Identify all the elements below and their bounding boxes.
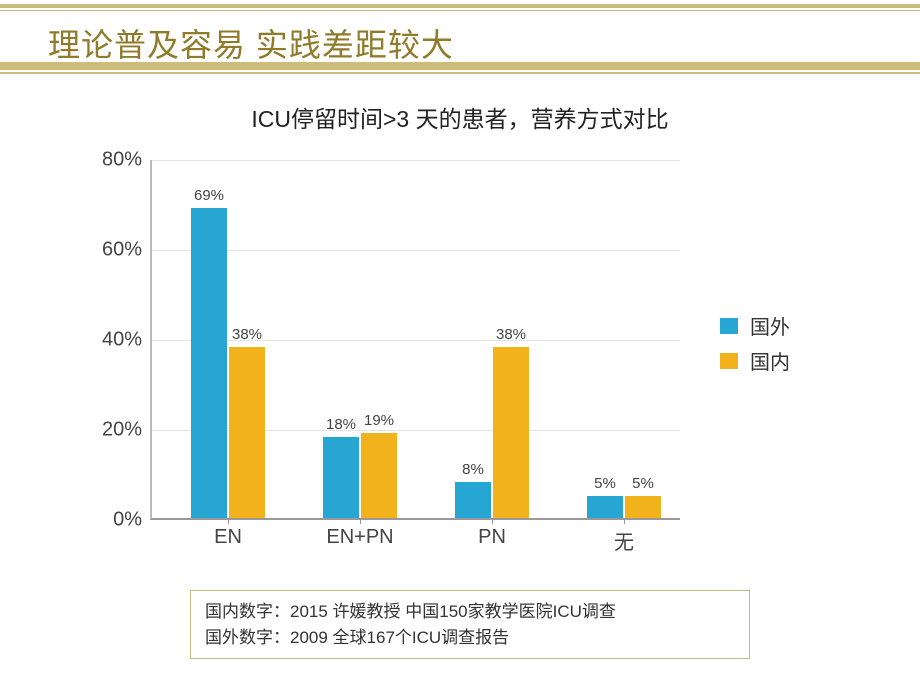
legend: 国外 国内 xyxy=(720,305,790,381)
legend-item-domestic: 国内 xyxy=(720,346,790,375)
legend-item-foreign: 国外 xyxy=(720,311,790,340)
x-tick xyxy=(624,518,625,524)
header-rule-thick xyxy=(0,62,920,70)
y-tick-label: 60% xyxy=(102,239,142,262)
x-tick-label: 无 xyxy=(614,526,634,555)
y-tick-label: 0% xyxy=(113,509,142,532)
gridline xyxy=(152,250,680,251)
y-tick-label: 40% xyxy=(102,329,142,352)
slide: 理论普及容易 实践差距较大 ICU停留时间>3 天的患者，营养方式对比 0% 20… xyxy=(0,0,920,690)
legend-label-foreign: 国外 xyxy=(750,311,790,340)
bar-value-label: 5% xyxy=(632,475,654,492)
bar: 18% xyxy=(323,437,359,518)
x-tick xyxy=(228,518,229,524)
bar: 5% xyxy=(587,496,623,519)
legend-swatch-foreign xyxy=(720,318,738,334)
bar: 5% xyxy=(625,496,661,519)
x-tick xyxy=(492,518,493,524)
bar-value-label: 38% xyxy=(496,326,526,343)
x-tick-label: EN+PN xyxy=(326,526,393,549)
x-tick-label: PN xyxy=(478,526,506,549)
source-line-2: 国外数字：2009 全球167个ICU调查报告 xyxy=(205,625,735,651)
bar: 69% xyxy=(191,208,227,519)
header-rule-top xyxy=(0,4,920,8)
plot-area: 0%20%40%60%80%EN69%38%EN+PN18%19%PN8%38%… xyxy=(150,160,680,520)
bar: 19% xyxy=(361,433,397,519)
bar-value-label: 18% xyxy=(326,416,356,433)
y-tick-label: 80% xyxy=(102,149,142,172)
bar-value-label: 38% xyxy=(232,326,262,343)
chart-title: ICU停留时间>3 天的患者，营养方式对比 xyxy=(0,100,920,134)
bar-value-label: 8% xyxy=(462,461,484,478)
header-rule-thin xyxy=(0,10,920,11)
bar-value-label: 5% xyxy=(594,475,616,492)
bar-value-label: 69% xyxy=(194,187,224,204)
header-rule-bottom xyxy=(0,72,920,74)
bar: 38% xyxy=(493,347,529,518)
bar-chart: 0%20%40%60%80%EN69%38%EN+PN18%19%PN8%38%… xyxy=(80,150,840,570)
source-line-1: 国内数字：2015 许媛教授 中国150家教学医院ICU调查 xyxy=(205,599,735,625)
x-tick-label: EN xyxy=(214,526,242,549)
gridline xyxy=(152,160,680,161)
legend-swatch-domestic xyxy=(720,353,738,369)
source-box: 国内数字：2015 许媛教授 中国150家教学医院ICU调查 国外数字：2009… xyxy=(190,590,750,659)
x-tick xyxy=(360,518,361,524)
bar-value-label: 19% xyxy=(364,412,394,429)
bar: 38% xyxy=(229,347,265,518)
y-tick-label: 20% xyxy=(102,419,142,442)
slide-title: 理论普及容易 实践差距较大 xyxy=(48,20,454,66)
bar: 8% xyxy=(455,482,491,518)
legend-label-domestic: 国内 xyxy=(750,346,790,375)
